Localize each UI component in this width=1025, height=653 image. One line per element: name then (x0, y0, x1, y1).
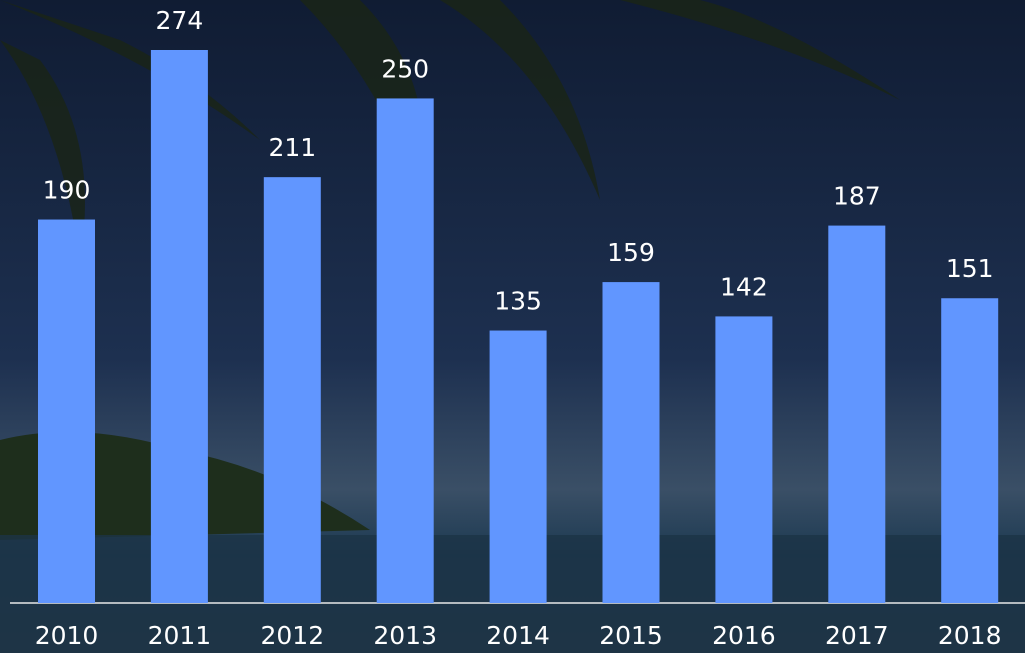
x-tick-label: 2013 (373, 621, 437, 650)
bar (602, 282, 660, 603)
x-tick-label: 2017 (825, 621, 889, 650)
value-label: 250 (381, 54, 429, 83)
x-tick-label: 2018 (938, 621, 1002, 650)
bar (941, 298, 999, 603)
value-label: 187 (833, 182, 881, 211)
value-label: 274 (156, 6, 204, 35)
x-tick-label: 2011 (148, 621, 212, 650)
bar (38, 219, 95, 604)
x-tick-label: 2016 (712, 621, 776, 650)
value-label: 142 (720, 272, 768, 301)
bar (489, 330, 547, 603)
x-tick-label: 2010 (35, 621, 99, 650)
x-tick-label: 2015 (599, 621, 663, 650)
value-label: 159 (607, 238, 655, 267)
value-label: 190 (43, 176, 91, 205)
value-label: 151 (946, 254, 994, 283)
x-tick-label: 2012 (260, 621, 324, 650)
bar (715, 316, 773, 603)
bar (376, 98, 434, 603)
bar (150, 50, 208, 603)
value-label: 211 (268, 133, 316, 162)
bar (263, 177, 321, 603)
value-label: 135 (494, 287, 542, 316)
bar (828, 225, 886, 603)
x-tick-label: 2014 (486, 621, 550, 650)
